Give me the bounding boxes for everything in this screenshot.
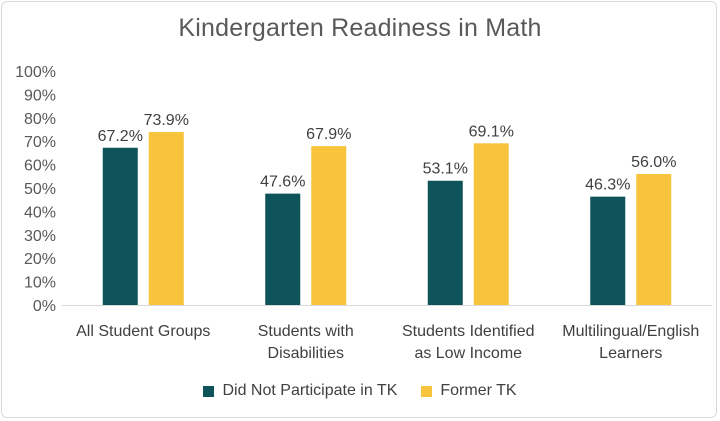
bar	[265, 193, 301, 305]
y-tick-label: 60%	[24, 158, 56, 175]
data-label: 46.3%	[585, 177, 630, 194]
data-label: 69.1%	[469, 123, 514, 140]
bar	[473, 143, 509, 305]
legend-swatch-former-tk	[421, 385, 433, 397]
x-category-label-line: All Student Groups	[76, 323, 210, 340]
legend-label-former-tk: Former TK	[440, 382, 517, 399]
x-category-label: Students with Disabilities	[258, 323, 354, 362]
y-tick-label: 30%	[24, 228, 56, 245]
bar	[102, 147, 138, 305]
data-label: 53.1%	[423, 161, 468, 178]
data-label: 47.6%	[260, 174, 305, 191]
x-category-label-line: Disabilities	[268, 345, 344, 362]
y-tick-label: 50%	[24, 181, 56, 198]
bar	[311, 146, 347, 305]
x-category-label: Students Identified as Low Income	[402, 323, 535, 362]
x-category-label: Multilingual/English Learners	[562, 323, 699, 362]
y-tick-label: 10%	[24, 275, 56, 292]
x-category-label-line: Learners	[599, 345, 662, 362]
x-category-label-line: Students Identified	[402, 323, 535, 340]
chart-legend: Did Not Participate in TK Former TK	[0, 382, 720, 400]
y-tick-label: 100%	[15, 64, 56, 81]
bar	[590, 196, 626, 305]
data-label: 73.9%	[144, 112, 189, 129]
data-label: 56.0%	[631, 154, 676, 171]
legend-item-former-tk: Former TK	[421, 382, 517, 400]
y-tick-label: 90%	[24, 87, 56, 104]
legend-label-did-not-participate: Did Not Participate in TK	[222, 382, 398, 399]
x-category-label-line: as Low Income	[414, 345, 522, 362]
y-tick-label: 70%	[24, 134, 56, 151]
y-tick-label: 0%	[33, 298, 56, 315]
x-category-label-line: Multilingual/English	[562, 323, 699, 340]
y-tick-label: 80%	[24, 111, 56, 128]
data-label: 67.9%	[306, 126, 351, 143]
legend-item-did-not-participate: Did Not Participate in TK	[203, 382, 397, 400]
bar	[427, 180, 463, 305]
x-category-label: All Student Groups	[76, 323, 210, 340]
data-label: 67.2%	[98, 128, 143, 145]
y-tick-label: 40%	[24, 204, 56, 221]
bar	[148, 132, 184, 305]
legend-swatch-did-not-participate	[203, 385, 215, 397]
chart-title: Kindergarten Readiness in Math	[178, 14, 542, 42]
bar	[636, 173, 672, 305]
x-category-label-line: Students with	[258, 323, 354, 340]
y-tick-label: 20%	[24, 251, 56, 268]
